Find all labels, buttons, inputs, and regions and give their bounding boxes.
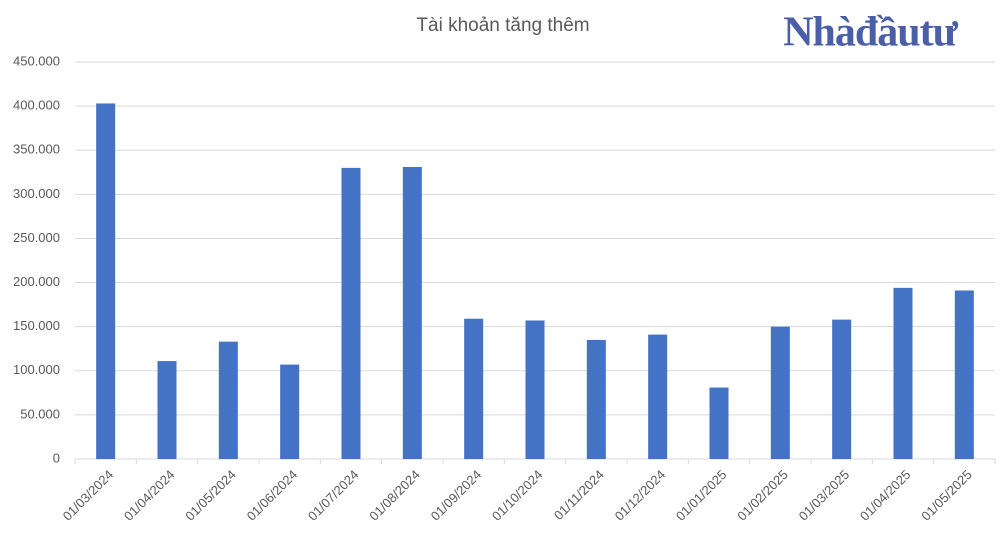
chart-title: Tài khoản tăng thêm bbox=[416, 15, 589, 36]
y-tick-label: 450.000 bbox=[13, 53, 60, 68]
bar bbox=[157, 361, 177, 459]
y-tick-label: 100.000 bbox=[13, 362, 60, 377]
y-tick-label: 150.000 bbox=[13, 318, 60, 333]
y-tick-label: 200.000 bbox=[13, 274, 60, 289]
bar bbox=[770, 326, 790, 459]
bar bbox=[709, 387, 729, 459]
y-tick-label: 350.000 bbox=[13, 142, 60, 157]
bar bbox=[586, 339, 606, 459]
bar bbox=[96, 103, 116, 459]
bar bbox=[893, 287, 913, 459]
bar bbox=[218, 341, 238, 459]
watermark: Nhàđầutư bbox=[783, 10, 958, 56]
bar bbox=[832, 319, 852, 459]
bar bbox=[525, 320, 545, 459]
bar bbox=[954, 290, 974, 459]
y-tick-label: 400.000 bbox=[13, 98, 60, 113]
bar bbox=[280, 364, 300, 459]
y-tick-label: 0 bbox=[53, 450, 60, 465]
bar bbox=[402, 166, 422, 460]
y-tick-label: 50.000 bbox=[20, 406, 60, 421]
y-tick-label: 250.000 bbox=[13, 230, 60, 245]
bar bbox=[464, 318, 484, 459]
bar bbox=[341, 167, 361, 459]
y-tick-label: 300.000 bbox=[13, 186, 60, 201]
bar bbox=[648, 334, 668, 459]
